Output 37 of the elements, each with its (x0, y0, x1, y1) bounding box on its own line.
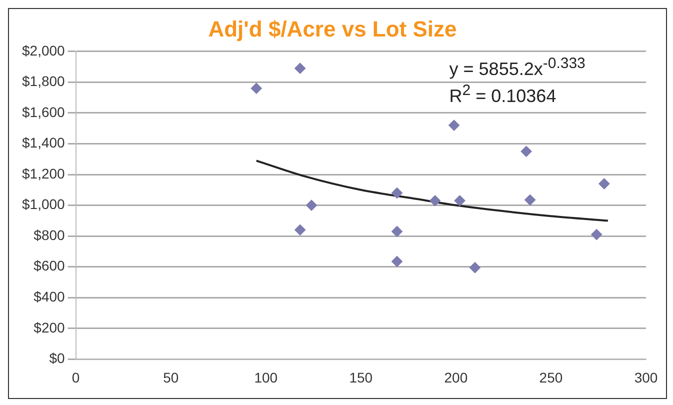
y-tick-label: $1,400 (22, 134, 66, 151)
line-series (255, 160, 609, 222)
y-tick-label: $1,800 (22, 73, 66, 90)
point (392, 187, 403, 198)
y-tick-label: $600 (34, 258, 66, 274)
y-tick-label: $800 (34, 226, 66, 243)
point (306, 200, 317, 211)
point (250, 82, 262, 94)
x-tick-label: 100 (254, 369, 278, 386)
y-tick-label: $2,000 (22, 42, 66, 58)
point (591, 229, 602, 240)
point (524, 194, 536, 206)
point (469, 262, 480, 274)
chart-title: Adj'd $/Acre vs Lot Size (208, 16, 457, 42)
point (454, 195, 466, 206)
point (392, 226, 403, 237)
annotation: R$^{2}$ = 0.10364 (449, 81, 558, 108)
y-tick-label: $400 (34, 288, 66, 304)
annotation: y = 5855.2x$^{-0.333}$ (449, 54, 586, 80)
x-tick-label: 0 (72, 369, 80, 386)
point (430, 195, 441, 206)
x-tick-label: 50 (163, 369, 179, 386)
point (520, 146, 532, 157)
x-tick-label: 150 (349, 369, 373, 386)
y-tick-label: $1,000 (22, 196, 66, 212)
x-tick-label: 300 (634, 369, 658, 386)
x-tick-label: 250 (539, 369, 563, 386)
point (598, 178, 610, 190)
point (294, 62, 306, 74)
x-tick-label: 200 (444, 369, 468, 386)
y-tick-label: $1,600 (22, 104, 66, 120)
y-tick-label: $200 (34, 319, 66, 336)
point (448, 120, 460, 131)
point (294, 224, 306, 236)
y-tick-label: $0 (49, 350, 66, 366)
y-tick-label: $1,200 (22, 165, 66, 182)
point (392, 256, 403, 267)
